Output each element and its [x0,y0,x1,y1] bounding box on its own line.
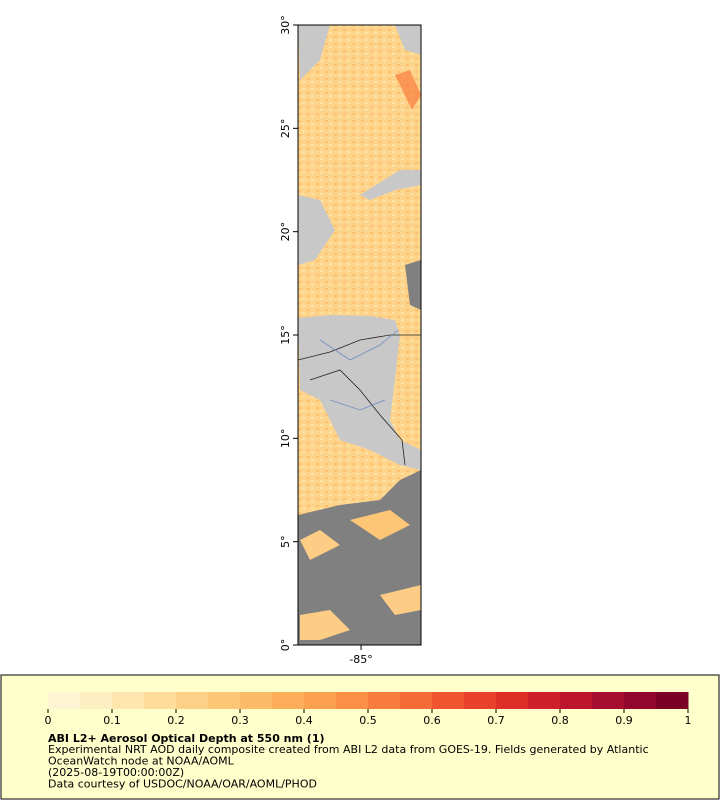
colorbar-segment [528,692,561,709]
x-tick-label: -85° [349,653,372,666]
colorbar-segment [368,692,401,709]
legend-title: ABI L2+ Aerosol Optical Depth at 550 nm … [48,732,325,745]
legend-text: Data courtesy of USDOC/NOAA/OAR/AOML/PHO… [48,778,317,791]
colorbar-segment [304,692,337,709]
legend-text: OceanWatch node at NOAA/AOML [48,755,235,768]
colorbar-tick-label: 0.2 [167,714,185,727]
colorbar-tick-label: 0.4 [295,714,313,727]
colorbar-segment [656,692,689,709]
colorbar-segment [592,692,625,709]
y-tick-label: 15° [279,325,292,345]
y-tick-label: 10° [279,429,292,449]
colorbar-tick-label: 0.3 [231,714,249,727]
colorbar-segment [400,692,433,709]
legend-text: (2025-08-19T00:00:00Z) [48,766,184,779]
y-tick-label: 5° [279,535,292,548]
y-tick-label: 20° [279,222,292,242]
colorbar-tick-label: 1 [685,714,692,727]
colorbar-tick-label: 0.9 [615,714,633,727]
colorbar-segment [144,692,177,709]
colorbar-segment [624,692,657,709]
colorbar-tick-label: 0.6 [423,714,441,727]
map-image [298,25,421,645]
y-tick-label: 30° [279,15,292,35]
y-tick-label: 25° [279,119,292,139]
colorbar-tick-label: 0.8 [551,714,569,727]
colorbar-segment [80,692,113,709]
colorbar-segment [48,692,81,709]
colorbar-segment [464,692,497,709]
colorbar-segment [560,692,593,709]
colorbar-segment [112,692,145,709]
colorbar-tick-label: 0 [45,714,52,727]
legend-text: Experimental NRT AOD daily composite cre… [48,743,649,756]
colorbar-segment [240,692,273,709]
colorbar-segment [432,692,465,709]
y-tick-label: 0° [279,639,292,652]
colorbar-segment [272,692,305,709]
colorbar-tick-label: 0.7 [487,714,505,727]
colorbar-segment [176,692,209,709]
colorbar-segment [208,692,241,709]
colorbar-segment [496,692,529,709]
colorbar-segment [336,692,369,709]
colorbar-tick-label: 0.1 [103,714,121,727]
colorbar-tick-label: 0.5 [359,714,377,727]
